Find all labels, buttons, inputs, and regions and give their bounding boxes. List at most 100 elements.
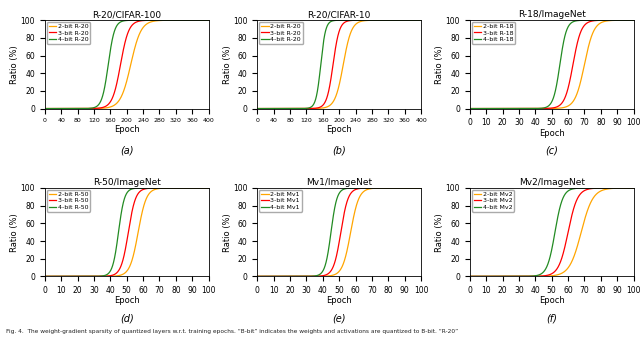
3-bit R-20 [49, 106, 57, 111]
4-bit R-50 [200, 186, 207, 190]
Title: R-20/CIFAR-10: R-20/CIFAR-10 [307, 10, 371, 20]
4-bit Mv1 [253, 274, 261, 278]
2-bit R-20 [333, 91, 340, 95]
Line: 3-bit R-18: 3-bit R-18 [470, 20, 634, 109]
4-bit R-18 [466, 106, 474, 111]
4-bit R-18 [541, 105, 549, 110]
3-bit R-20 [200, 18, 207, 22]
2-bit R-20 [49, 106, 57, 111]
4-bit R-20 [116, 20, 124, 24]
4-bit R-20 [41, 106, 49, 111]
Legend: 2-bit R-20, 3-bit R-20, 4-bit R-20: 2-bit R-20, 3-bit R-20, 4-bit R-20 [47, 22, 90, 44]
3-bit Mv1 [253, 274, 261, 278]
2-bit R-18 [630, 18, 637, 22]
3-bit R-18 [630, 18, 637, 22]
2-bit R-18 [546, 106, 554, 111]
3-bit Mv2 [546, 273, 554, 277]
3-bit R-20 [205, 18, 212, 22]
3-bit R-20 [412, 18, 420, 22]
3-bit Mv1 [412, 186, 420, 190]
3-bit R-18 [625, 18, 633, 22]
4-bit Mv2 [625, 186, 633, 190]
Line: 3-bit R-50: 3-bit R-50 [45, 188, 209, 276]
Title: R-20/CIFAR-100: R-20/CIFAR-100 [92, 10, 161, 20]
3-bit R-50 [200, 186, 207, 190]
4-bit Mv2 [630, 186, 637, 190]
2-bit Mv2 [630, 186, 637, 190]
4-bit R-20 [413, 18, 420, 22]
3-bit Mv2 [474, 274, 482, 278]
3-bit R-20 [329, 66, 337, 70]
2-bit Mv2 [625, 186, 632, 190]
4-bit Mv2 [625, 186, 632, 190]
Line: 4-bit Mv2: 4-bit Mv2 [470, 188, 634, 276]
3-bit Mv1 [333, 252, 340, 256]
2-bit Mv1 [383, 186, 390, 190]
4-bit Mv1 [333, 196, 340, 201]
Text: (b): (b) [332, 146, 346, 156]
3-bit Mv1 [262, 274, 269, 278]
3-bit R-18 [474, 106, 482, 111]
Legend: 2-bit Mv1, 3-bit Mv1, 4-bit Mv1: 2-bit Mv1, 3-bit Mv1, 4-bit Mv1 [259, 190, 302, 212]
2-bit R-18 [466, 106, 474, 111]
Y-axis label: Ratio (%): Ratio (%) [435, 45, 444, 84]
4-bit R-20 [417, 18, 425, 22]
X-axis label: Epoch: Epoch [114, 125, 140, 134]
3-bit Mv2 [625, 186, 632, 190]
Legend: 2-bit R-20, 3-bit R-20, 4-bit R-20: 2-bit R-20, 3-bit R-20, 4-bit R-20 [259, 22, 303, 44]
Line: 4-bit R-20: 4-bit R-20 [257, 20, 421, 109]
3-bit R-18 [541, 106, 549, 111]
Line: 3-bit R-20: 3-bit R-20 [257, 20, 421, 109]
3-bit R-50 [116, 266, 124, 270]
Text: (d): (d) [120, 313, 134, 324]
2-bit R-20 [383, 18, 390, 22]
Line: 4-bit R-20: 4-bit R-20 [45, 20, 209, 109]
4-bit R-20 [200, 18, 207, 22]
4-bit R-20 [329, 19, 337, 23]
4-bit Mv2 [474, 274, 482, 278]
Line: 3-bit Mv1: 3-bit Mv1 [257, 188, 421, 276]
2-bit R-20 [200, 18, 207, 22]
2-bit R-20 [417, 18, 425, 22]
Title: Mv2/ImageNet: Mv2/ImageNet [518, 178, 585, 187]
3-bit R-20 [116, 65, 124, 69]
2-bit R-20 [41, 106, 49, 111]
2-bit Mv2 [541, 274, 549, 278]
Legend: 2-bit R-18, 3-bit R-18, 4-bit R-18: 2-bit R-18, 3-bit R-18, 4-bit R-18 [472, 22, 515, 44]
Title: R-50/ImageNet: R-50/ImageNet [93, 178, 161, 187]
2-bit Mv1 [329, 273, 337, 277]
4-bit R-50 [41, 274, 49, 278]
3-bit Mv2 [595, 186, 603, 190]
4-bit R-50 [120, 196, 128, 201]
2-bit R-20 [200, 18, 207, 22]
3-bit R-20 [262, 106, 269, 111]
2-bit R-50 [205, 186, 212, 190]
Text: (e): (e) [332, 313, 346, 324]
2-bit R-20 [170, 18, 178, 22]
Line: 3-bit Mv2: 3-bit Mv2 [470, 188, 634, 276]
X-axis label: Epoch: Epoch [539, 297, 564, 305]
4-bit Mv1 [383, 186, 390, 190]
4-bit Mv2 [546, 257, 554, 261]
Y-axis label: Ratio (%): Ratio (%) [223, 213, 232, 251]
2-bit R-18 [625, 18, 632, 22]
3-bit R-20 [120, 43, 128, 47]
3-bit Mv1 [413, 186, 420, 190]
2-bit R-20 [120, 87, 128, 91]
4-bit R-20 [120, 19, 128, 23]
3-bit R-18 [595, 18, 603, 22]
4-bit R-18 [546, 103, 554, 107]
2-bit R-50 [49, 274, 57, 278]
4-bit R-50 [170, 186, 178, 190]
2-bit R-50 [170, 186, 178, 190]
2-bit R-20 [116, 97, 124, 101]
2-bit R-20 [413, 18, 420, 22]
3-bit R-20 [170, 18, 178, 22]
4-bit R-18 [595, 18, 603, 22]
2-bit R-20 [412, 18, 420, 22]
3-bit R-20 [253, 106, 261, 111]
Text: (f): (f) [547, 313, 557, 324]
2-bit Mv1 [333, 271, 340, 275]
2-bit R-50 [200, 186, 207, 190]
3-bit R-20 [333, 38, 340, 42]
